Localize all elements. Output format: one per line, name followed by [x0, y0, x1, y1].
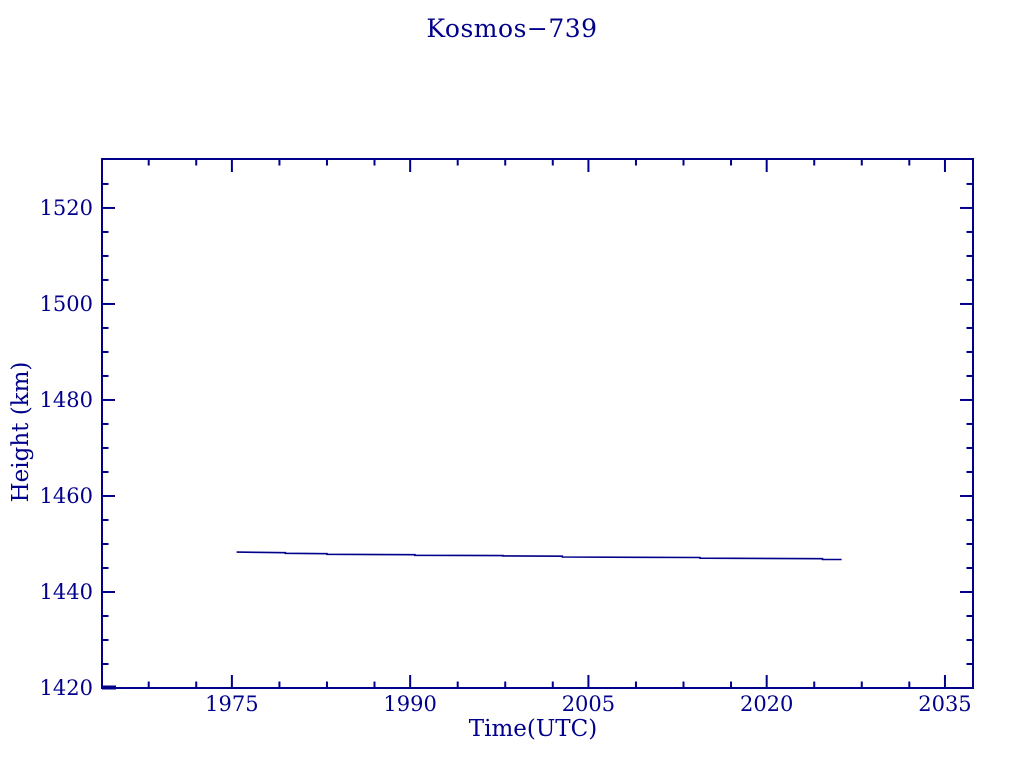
y-tick-label: 1420 [40, 676, 93, 700]
x-tick-label: 2005 [562, 692, 615, 716]
series-line-orbit-height [236, 551, 842, 561]
chart-title: Kosmos−739 [426, 14, 598, 43]
axis-frame [101, 158, 974, 689]
x-tick-label: 1990 [383, 692, 436, 716]
y-tick-label: 1440 [40, 580, 93, 604]
y-tick-label: 1520 [40, 196, 93, 220]
x-tick-label: 2020 [740, 692, 793, 716]
x-axis-label: Time(UTC) [468, 716, 598, 742]
y-tick-label: 1480 [40, 388, 93, 412]
x-tick-label: 2035 [918, 692, 971, 716]
axis-corner-dash [102, 685, 116, 690]
x-tick-label: 1975 [205, 692, 258, 716]
y-tick-label: 1500 [40, 292, 93, 316]
y-tick-label: 1460 [40, 484, 93, 508]
